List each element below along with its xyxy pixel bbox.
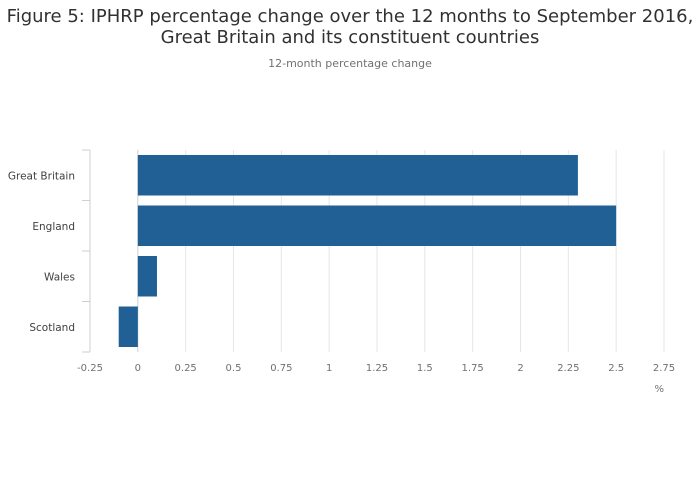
x-tick-label-8: 1.75 bbox=[462, 363, 484, 374]
x-tick-label-10: 2.25 bbox=[557, 363, 579, 374]
x-tick-label-9: 2 bbox=[517, 363, 523, 374]
chart-title-line-2: Great Britain and its constituent countr… bbox=[160, 27, 540, 48]
x-tick-label-2: 0.25 bbox=[175, 363, 197, 374]
category-label-scotland: Scotland bbox=[29, 322, 75, 334]
bar-wales bbox=[137, 256, 157, 297]
category-label-england: England bbox=[32, 221, 75, 233]
x-tick-label-5: 1 bbox=[326, 363, 332, 374]
x-tick-label-7: 1.5 bbox=[417, 363, 433, 374]
chart-subtitle: 12-month percentage change bbox=[268, 57, 432, 70]
x-tick-label-12: 2.75 bbox=[653, 363, 675, 374]
bar-great-britain bbox=[137, 155, 578, 196]
bar-scotland bbox=[118, 306, 138, 347]
x-tick-label-0: -0.25 bbox=[77, 363, 103, 374]
bar-england bbox=[137, 205, 617, 246]
category-label-great-britain: Great Britain bbox=[8, 170, 75, 182]
x-tick-label-11: 2.5 bbox=[608, 363, 624, 374]
x-axis-label: % bbox=[654, 384, 664, 395]
chart-title-line-1: Figure 5: IPHRP percentage change over t… bbox=[6, 6, 694, 27]
chart-title: Figure 5: IPHRP percentage change over t… bbox=[0, 6, 700, 48]
category-label-wales: Wales bbox=[44, 271, 75, 283]
x-tick-label-6: 1.25 bbox=[366, 363, 388, 374]
x-tick-label-4: 0.75 bbox=[270, 363, 292, 374]
x-tick-label-3: 0.5 bbox=[226, 363, 242, 374]
x-tick-label-1: 0 bbox=[135, 363, 141, 374]
